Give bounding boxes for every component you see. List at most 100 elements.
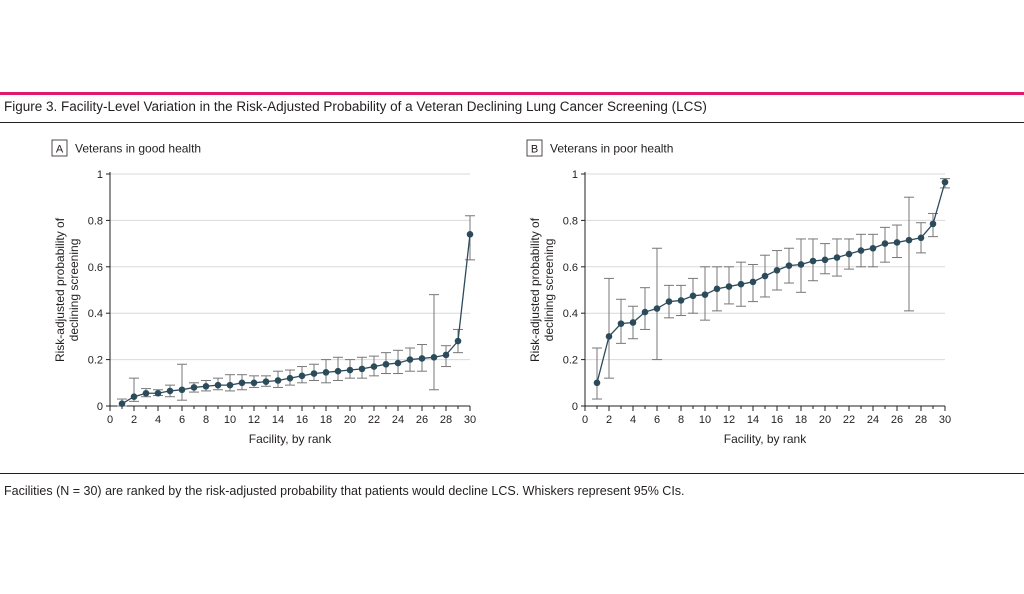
x-tick-label: 0	[107, 414, 113, 426]
x-tick-label: 14	[272, 414, 284, 426]
data-point	[641, 308, 649, 316]
panel-badge	[51, 139, 68, 157]
data-point	[334, 367, 342, 375]
x-tick-label: 26	[891, 414, 903, 426]
x-tick-label: 16	[296, 414, 308, 426]
data-point	[154, 389, 162, 397]
data-point	[833, 254, 841, 261]
series-line	[121, 234, 471, 405]
series-line	[596, 181, 946, 383]
data-point	[809, 257, 817, 265]
x-tick-label: 24	[867, 414, 879, 426]
x-tick-label: 30	[464, 414, 476, 426]
data-point	[238, 379, 246, 387]
data-point	[298, 372, 306, 380]
ci-whisker	[592, 347, 602, 400]
data-point	[250, 379, 258, 387]
x-axis-label: Facility, by rank	[724, 432, 807, 446]
panel-badge	[526, 139, 543, 157]
data-point	[857, 247, 865, 254]
title-divider	[0, 122, 1024, 123]
data-point	[845, 250, 853, 258]
ci-whisker	[904, 196, 914, 312]
data-point	[929, 220, 937, 228]
y-tick-label: 0.4	[563, 308, 578, 320]
data-point	[917, 234, 925, 242]
y-tick-label: 0.8	[563, 215, 578, 227]
data-point	[322, 369, 330, 376]
data-point	[274, 377, 282, 384]
x-tick-label: 18	[320, 414, 332, 426]
data-point	[370, 363, 378, 370]
data-point	[454, 337, 462, 345]
y-axis-label: Risk-adjusted probability of	[528, 217, 542, 362]
data-point	[190, 384, 198, 391]
x-tick-label: 28	[915, 414, 927, 426]
data-point	[262, 378, 270, 385]
y-tick-label: 1	[572, 169, 578, 181]
x-tick-label: 6	[654, 414, 660, 426]
x-tick-label: 20	[344, 414, 356, 426]
data-point	[430, 353, 438, 361]
panel-letter: A	[56, 144, 64, 156]
data-point	[442, 351, 450, 359]
x-tick-label: 0	[582, 414, 588, 426]
y-axis-label: declining screening	[542, 239, 556, 342]
data-point	[358, 365, 366, 373]
panel-letter: B	[531, 144, 538, 156]
y-tick-label: 0	[97, 401, 103, 413]
data-point	[406, 356, 414, 363]
data-point	[665, 298, 673, 305]
data-point	[785, 262, 793, 269]
y-tick-label: 0.6	[563, 262, 578, 274]
data-point	[689, 292, 697, 300]
data-point	[629, 319, 637, 326]
data-point	[286, 374, 294, 382]
figure-title: Figure 3. Facility-Level Variation in th…	[4, 99, 707, 114]
data-point	[617, 320, 625, 327]
data-point	[605, 333, 613, 340]
ci-whisker	[429, 294, 439, 391]
x-tick-label: 30	[939, 414, 951, 426]
ci-whisker	[652, 247, 662, 361]
panel-title: Veterans in good health	[75, 142, 201, 156]
x-tick-label: 22	[843, 414, 855, 426]
data-point	[418, 355, 426, 362]
x-tick-label: 8	[678, 414, 684, 426]
data-point	[797, 261, 805, 268]
x-axis-label: Facility, by rank	[249, 432, 332, 446]
caption-divider	[0, 473, 1024, 474]
data-point	[593, 379, 601, 387]
y-axis-label: declining screening	[67, 239, 81, 342]
data-point	[118, 400, 126, 407]
data-point	[166, 387, 174, 395]
data-point	[466, 231, 474, 238]
x-tick-label: 10	[699, 414, 711, 426]
ci-whisker	[177, 363, 187, 401]
data-point	[653, 305, 661, 312]
figure-caption: Facilities (N = 30) are ranked by the ri…	[4, 484, 685, 498]
accent-rule	[0, 92, 1024, 95]
x-tick-label: 8	[203, 414, 209, 426]
x-tick-label: 28	[440, 414, 452, 426]
data-point	[346, 366, 354, 374]
data-point	[226, 381, 234, 389]
x-tick-label: 2	[131, 414, 137, 426]
data-point	[713, 285, 721, 293]
data-point	[310, 370, 318, 377]
data-point	[214, 381, 222, 389]
data-point	[382, 360, 390, 368]
x-tick-label: 6	[179, 414, 185, 426]
data-point	[725, 283, 733, 290]
data-point	[893, 239, 901, 246]
data-point	[394, 359, 402, 367]
y-tick-label: 0.2	[88, 355, 103, 367]
data-point	[881, 240, 889, 247]
y-tick-label: 0	[572, 401, 578, 413]
data-point	[178, 386, 186, 394]
data-point	[130, 393, 138, 401]
x-tick-label: 4	[630, 414, 636, 426]
x-tick-label: 16	[771, 414, 783, 426]
y-tick-label: 0.4	[88, 308, 103, 320]
